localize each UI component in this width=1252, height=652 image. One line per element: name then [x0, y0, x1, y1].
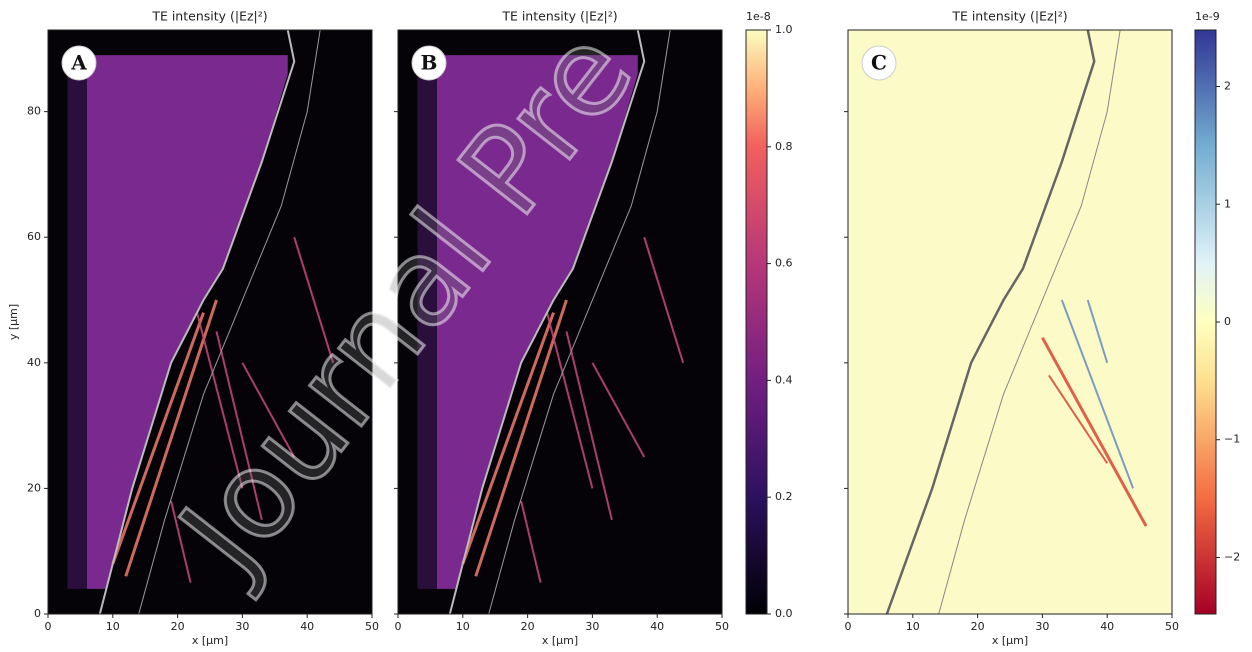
x-tick-label: 10: [456, 620, 470, 633]
field-haze: [67, 55, 86, 589]
colorbar-tick-label: 1: [1224, 197, 1231, 210]
panel-label: C: [871, 51, 887, 75]
y-tick-label: 40: [27, 356, 41, 369]
colorbar-offset: 1e-9: [1195, 10, 1220, 23]
x-tick-label: 30: [1035, 620, 1049, 633]
x-tick-label: 10: [106, 620, 120, 633]
colorbar-tick-label: −1: [1224, 433, 1240, 446]
colorbar-tick-label: 0.4: [775, 373, 793, 386]
figure: TE intensity (|Ez|²)A01020304050x [µm]02…: [0, 0, 1252, 652]
x-tick-label: 30: [235, 620, 249, 633]
y-axis-label: y [µm]: [7, 304, 20, 340]
colorbar-tick-label: 0.8: [775, 140, 793, 153]
x-tick-label: 0: [845, 620, 852, 633]
x-axis-label: x [µm]: [992, 634, 1028, 647]
colorbar-tick-label: 2: [1224, 80, 1231, 93]
x-tick-label: 0: [395, 620, 402, 633]
y-tick-label: 60: [27, 230, 41, 243]
colorbar-tick-label: 0.2: [775, 490, 793, 503]
field-background: [848, 30, 1172, 614]
x-tick-label: 20: [971, 620, 985, 633]
colorbar-offset: 1e-8: [746, 10, 771, 23]
panel-title: TE intensity (|Ez|²): [151, 9, 267, 24]
x-tick-label: 50: [365, 620, 379, 633]
colorbar: [1195, 30, 1216, 614]
x-tick-label: 50: [1165, 620, 1179, 633]
x-tick-label: 20: [521, 620, 535, 633]
x-tick-label: 20: [171, 620, 185, 633]
y-tick-label: 20: [27, 481, 41, 494]
x-tick-label: 30: [585, 620, 599, 633]
colorbar-tick-label: 1.0: [775, 23, 793, 36]
panel-title: TE intensity (|Ez|²): [951, 9, 1067, 24]
panel-label: A: [70, 51, 87, 75]
colorbar-tick-label: 0: [1224, 315, 1231, 328]
x-tick-label: 40: [650, 620, 664, 633]
colorbar-tick-label: −2: [1224, 550, 1240, 563]
x-axis-label: x [µm]: [542, 634, 578, 647]
x-tick-label: 0: [45, 620, 52, 633]
x-tick-label: 10: [906, 620, 920, 633]
x-tick-label: 50: [715, 620, 729, 633]
y-tick-label: 80: [27, 105, 41, 118]
x-axis-label: x [µm]: [192, 634, 228, 647]
colorbar-tick-label: 0.0: [775, 607, 793, 620]
colorbar-tick-label: 0.6: [775, 257, 793, 270]
colorbar: [746, 30, 767, 614]
heatmap: [848, 30, 1172, 614]
y-tick-label: 0: [34, 607, 41, 620]
x-tick-label: 40: [300, 620, 314, 633]
panel-label: B: [421, 51, 438, 75]
x-tick-label: 40: [1100, 620, 1114, 633]
